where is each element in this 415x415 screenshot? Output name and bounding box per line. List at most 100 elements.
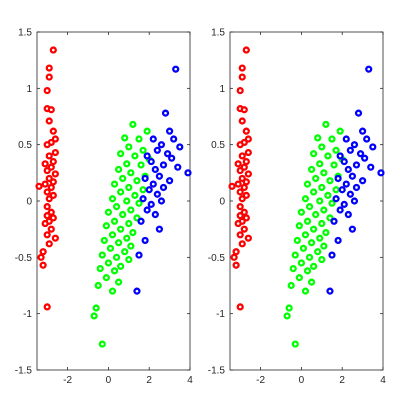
scatter-point-center (344, 182, 348, 186)
scatter-point-center (245, 160, 248, 163)
scatter-point-center (119, 190, 122, 194)
scatter-point-center (336, 239, 340, 242)
scatter-point-center (137, 201, 141, 205)
scatter-point-center (162, 163, 165, 167)
scatter-point-center (54, 236, 57, 240)
scatter-point-center (94, 306, 98, 310)
scatter-point-center (357, 111, 360, 115)
scatter-point-center (119, 265, 122, 268)
scatter-point-center (308, 205, 311, 208)
scatter-point-center (149, 203, 153, 206)
scatter-point-center (240, 119, 244, 123)
scatter-point-center (302, 247, 305, 250)
y-tick-label: 1 (219, 84, 225, 95)
scatter-point-center (135, 216, 139, 220)
scatter-point-center (298, 276, 301, 279)
scatter-point-center (304, 289, 307, 293)
scatter-point-center (242, 108, 246, 112)
scatter-point-center (125, 236, 129, 240)
scatter-point-center (43, 162, 47, 166)
scatter-point-center (334, 149, 338, 152)
scatter-point-center (349, 192, 352, 196)
scatter-point-center (328, 289, 332, 293)
right-panel: -1.5 -1 -0.5 0 0.5 1 1.5 -2 0 2 4 (208, 28, 386, 387)
scatter-point-center (151, 182, 155, 186)
scatter-point-center (240, 177, 244, 180)
scatter-point-center (355, 186, 358, 189)
scatter-point-center (117, 168, 120, 171)
scatter-point-center (242, 210, 246, 214)
scatter-point-center (322, 208, 326, 212)
scatter-point-center (322, 171, 326, 175)
scatter-point-center (172, 137, 175, 141)
scatter-point-center (117, 280, 120, 284)
y-tick-label: 0 (26, 197, 32, 208)
scatter-point-center (127, 145, 131, 149)
scatter-point-center (156, 192, 159, 196)
scatter-point-center (247, 236, 250, 240)
x-tick-label: 2 (339, 375, 345, 386)
scatter-point-center (145, 129, 149, 133)
scatter-point-center (247, 172, 250, 176)
scatter-point-center (174, 67, 178, 71)
scatter-point-center (92, 314, 96, 318)
scatter-point-center (115, 256, 118, 259)
scatter-point-center (304, 197, 307, 201)
scatter-point-center (353, 199, 356, 203)
scatter-point-center (54, 151, 57, 154)
scatter-point-center (361, 179, 364, 183)
scatter-point-center (45, 143, 49, 146)
scatter-point-center (147, 188, 151, 192)
scatter-point-center (178, 145, 182, 149)
scatter-point-center (135, 179, 139, 183)
scatter-point-center (359, 152, 362, 155)
scatter-point-center (131, 231, 135, 234)
scatter-point-center (160, 199, 163, 203)
scatter-point-center (109, 247, 112, 250)
scatter-point-center (240, 154, 244, 158)
scatter-point-center (145, 154, 149, 158)
scatter-point-center (96, 284, 100, 287)
scatter-point-center (149, 160, 153, 163)
scatter-point-center (168, 129, 171, 133)
scatter-point-center (247, 137, 250, 141)
scatter-point-center (105, 224, 108, 228)
scatter-point-center (47, 219, 51, 223)
scatter-point-center (238, 143, 242, 146)
y-tick-label: -0.5 (15, 253, 33, 264)
scatter-point-center (340, 188, 344, 192)
scatter-point-center (52, 129, 55, 133)
scatter-point-center (363, 156, 366, 160)
scatter-point-center (318, 199, 322, 203)
scatter-point-center (129, 244, 133, 248)
scatter-point-center (328, 216, 332, 220)
scatter-point-center (342, 203, 346, 206)
scatter-point-center (308, 256, 311, 259)
scatter-point-center (310, 168, 313, 171)
scatter-point-center (123, 250, 127, 253)
scatter-point-center (49, 210, 53, 214)
scatter-point-center (236, 182, 240, 186)
scatter-point-center (240, 219, 244, 223)
scatter-point-center (37, 185, 41, 188)
scatter-point-center (111, 289, 114, 293)
scatter-point-center (234, 263, 238, 267)
scatter-point-center (310, 280, 313, 284)
scatter-point-center (238, 190, 242, 194)
x-tick-label: 0 (106, 375, 112, 386)
x-tick-label: 0 (299, 375, 305, 386)
scatter-point-center (131, 123, 135, 126)
scatter-point-center (107, 261, 110, 265)
scatter-point-center (330, 201, 334, 205)
scatter-point-center (304, 233, 307, 237)
scatter-point-center (54, 137, 57, 141)
scatter-point-center (306, 182, 309, 186)
scatter-point-center (326, 194, 330, 197)
scatter-point-center (162, 186, 165, 189)
y-tick-label: 0 (219, 197, 225, 208)
scatter-point-center (306, 269, 309, 273)
scatter-point-center (156, 149, 159, 152)
scatter-point-center (312, 227, 315, 231)
scatter-point-center (52, 160, 55, 163)
